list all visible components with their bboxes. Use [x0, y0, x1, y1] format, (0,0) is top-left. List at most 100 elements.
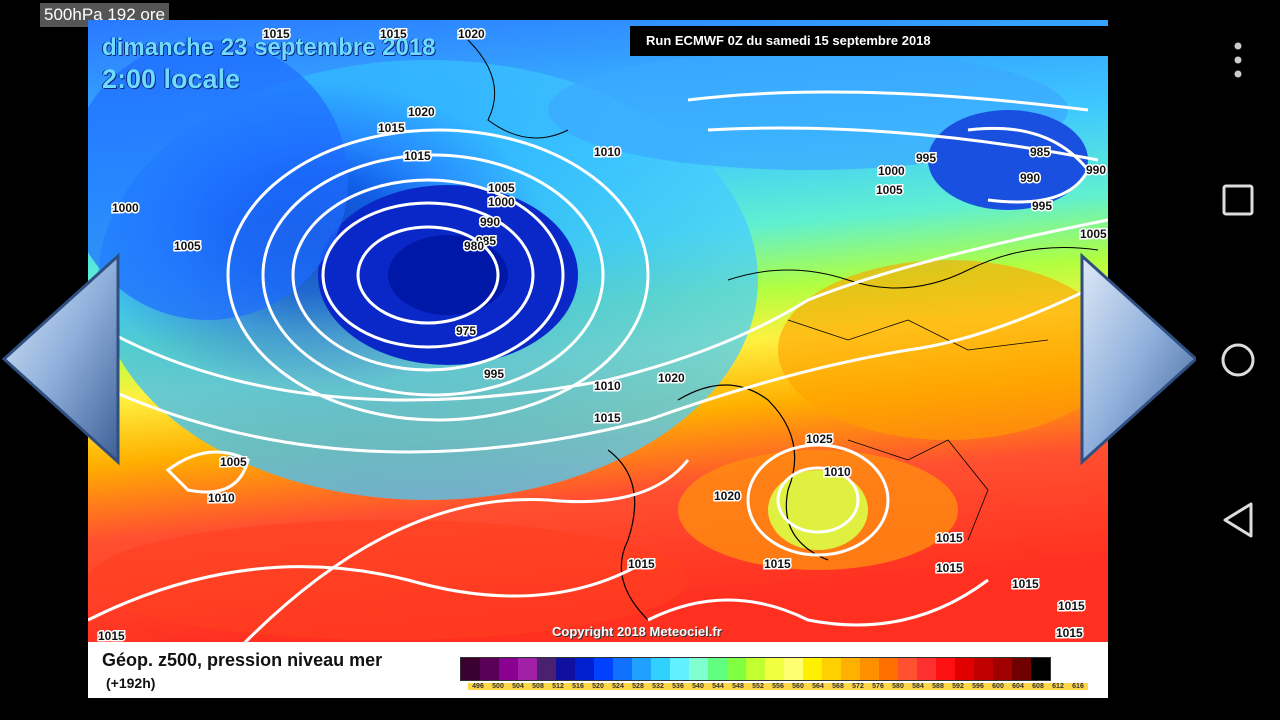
- isobar-label: 1015: [263, 27, 290, 41]
- forecast-time: 2:00 locale: [102, 64, 241, 94]
- scale-swatch: [537, 658, 556, 680]
- isobar-label: 995: [916, 151, 936, 165]
- isobar-label: 1015: [378, 121, 405, 135]
- isobar-label: 1015: [594, 411, 621, 425]
- scale-swatch: [803, 658, 822, 680]
- isobar-label: 1015: [98, 629, 125, 642]
- isobar-label: 1000: [112, 201, 139, 215]
- isobar-label: 1015: [1012, 577, 1039, 591]
- scale-label: 584: [908, 683, 928, 690]
- isobar-label: 1020: [658, 371, 685, 385]
- isobar-label: 1015: [404, 149, 431, 163]
- scale-swatch: [727, 658, 746, 680]
- isobar-label: 1000: [488, 195, 515, 209]
- scale-label: 520: [588, 683, 608, 690]
- scale-label: 528: [628, 683, 648, 690]
- scale-swatch: [936, 658, 955, 680]
- scale-swatch: [518, 658, 537, 680]
- home-icon[interactable]: [1218, 340, 1258, 380]
- isobar-label: 1015: [936, 561, 963, 575]
- recents-icon[interactable]: [1218, 180, 1258, 220]
- model-run-info: Run ECMWF 0Z du samedi 15 septembre 2018: [630, 26, 1108, 56]
- forecast-date: dimanche 23 septembre 2018: [102, 34, 436, 61]
- scale-swatch: [746, 658, 765, 680]
- scale-swatch: [822, 658, 841, 680]
- isobar-label: 990: [1086, 163, 1106, 177]
- isobar-label: 990: [1020, 171, 1040, 185]
- isobar-label: 1005: [1080, 227, 1107, 241]
- scale-label: 588: [928, 683, 948, 690]
- scale-label: 592: [948, 683, 968, 690]
- color-scale-labels: 496 500 504 508 512 516 520 524 528 532 536 540 544 5…: [468, 683, 1088, 690]
- scale-swatch: [480, 658, 499, 680]
- scale-swatch: [1031, 658, 1050, 680]
- arrow-left-icon: [1, 252, 120, 466]
- scale-label: 568: [828, 683, 848, 690]
- scale-swatch: [594, 658, 613, 680]
- scale-swatch: [461, 658, 480, 680]
- scale-label: 512: [548, 683, 568, 690]
- scale-label: 616: [1068, 683, 1088, 690]
- previous-arrow-button[interactable]: [0, 252, 124, 466]
- isobar-label: 1015: [380, 27, 407, 41]
- scale-label: 508: [528, 683, 548, 690]
- scale-label: 516: [568, 683, 588, 690]
- scale-swatch: [784, 658, 803, 680]
- isobar-label: 1015: [1056, 626, 1083, 640]
- more-vert-icon[interactable]: [1218, 40, 1258, 80]
- isobar-label: 1020: [458, 27, 485, 41]
- isobar-label: 995: [484, 367, 504, 381]
- scale-swatch: [632, 658, 651, 680]
- scale-swatch: [556, 658, 575, 680]
- legend-bar: Géop. z500, pression niveau mer (+192h) …: [88, 642, 1108, 698]
- scale-swatch: [575, 658, 594, 680]
- isobar-label: 1010: [208, 491, 235, 505]
- isobar-label: 985: [476, 234, 496, 248]
- android-nav-bar: [1196, 0, 1280, 720]
- scale-swatch: [898, 658, 917, 680]
- scale-label: 604: [1008, 683, 1028, 690]
- isobar-label: 1020: [714, 489, 741, 503]
- isobar-label: 1015: [1058, 599, 1085, 613]
- isobar-label: 1005: [174, 239, 201, 253]
- scale-label: 500: [488, 683, 508, 690]
- scale-swatch: [841, 658, 860, 680]
- scale-swatch: [689, 658, 708, 680]
- scale-label: 532: [648, 683, 668, 690]
- scale-label: 540: [688, 683, 708, 690]
- isobar-label: 990: [480, 215, 500, 229]
- scale-swatch: [670, 658, 689, 680]
- scale-label: 596: [968, 683, 988, 690]
- isobar-label: 1005: [220, 455, 247, 469]
- isobar-label: 1020: [408, 105, 435, 119]
- isobar-label: 1010: [824, 465, 851, 479]
- copyright: Copyright 2018 Meteociel.fr: [552, 624, 722, 639]
- isobar-label: 1015: [764, 557, 791, 571]
- scale-label: 496: [468, 683, 488, 690]
- scale-swatch: [651, 658, 670, 680]
- isobar-label: 985: [1030, 145, 1050, 159]
- scale-label: 576: [868, 683, 888, 690]
- scale-label: 560: [788, 683, 808, 690]
- scale-swatch: [499, 658, 518, 680]
- scale-label: 612: [1048, 683, 1068, 690]
- scale-label: 504: [508, 683, 528, 690]
- scale-label: 552: [748, 683, 768, 690]
- next-arrow-button[interactable]: [1076, 252, 1200, 466]
- scale-swatch: [974, 658, 993, 680]
- weather-map: 1015 1015 1020 1020 1015 1015 1010 1000 1005 1005…: [88, 20, 1108, 698]
- scale-label: 572: [848, 683, 868, 690]
- isobar-label: 980: [464, 239, 484, 253]
- isobar-label: 1005: [488, 181, 515, 195]
- back-icon[interactable]: [1218, 500, 1258, 540]
- isobar-label: 1015: [936, 531, 963, 545]
- scale-swatch: [860, 658, 879, 680]
- scale-swatch: [993, 658, 1012, 680]
- scale-swatch: [1012, 658, 1031, 680]
- isobar-label: 1010: [594, 145, 621, 159]
- scale-swatch: [765, 658, 784, 680]
- isobar-label: 1015: [628, 557, 655, 571]
- scale-label: 536: [668, 683, 688, 690]
- legend-subtitle: (+192h): [106, 675, 156, 691]
